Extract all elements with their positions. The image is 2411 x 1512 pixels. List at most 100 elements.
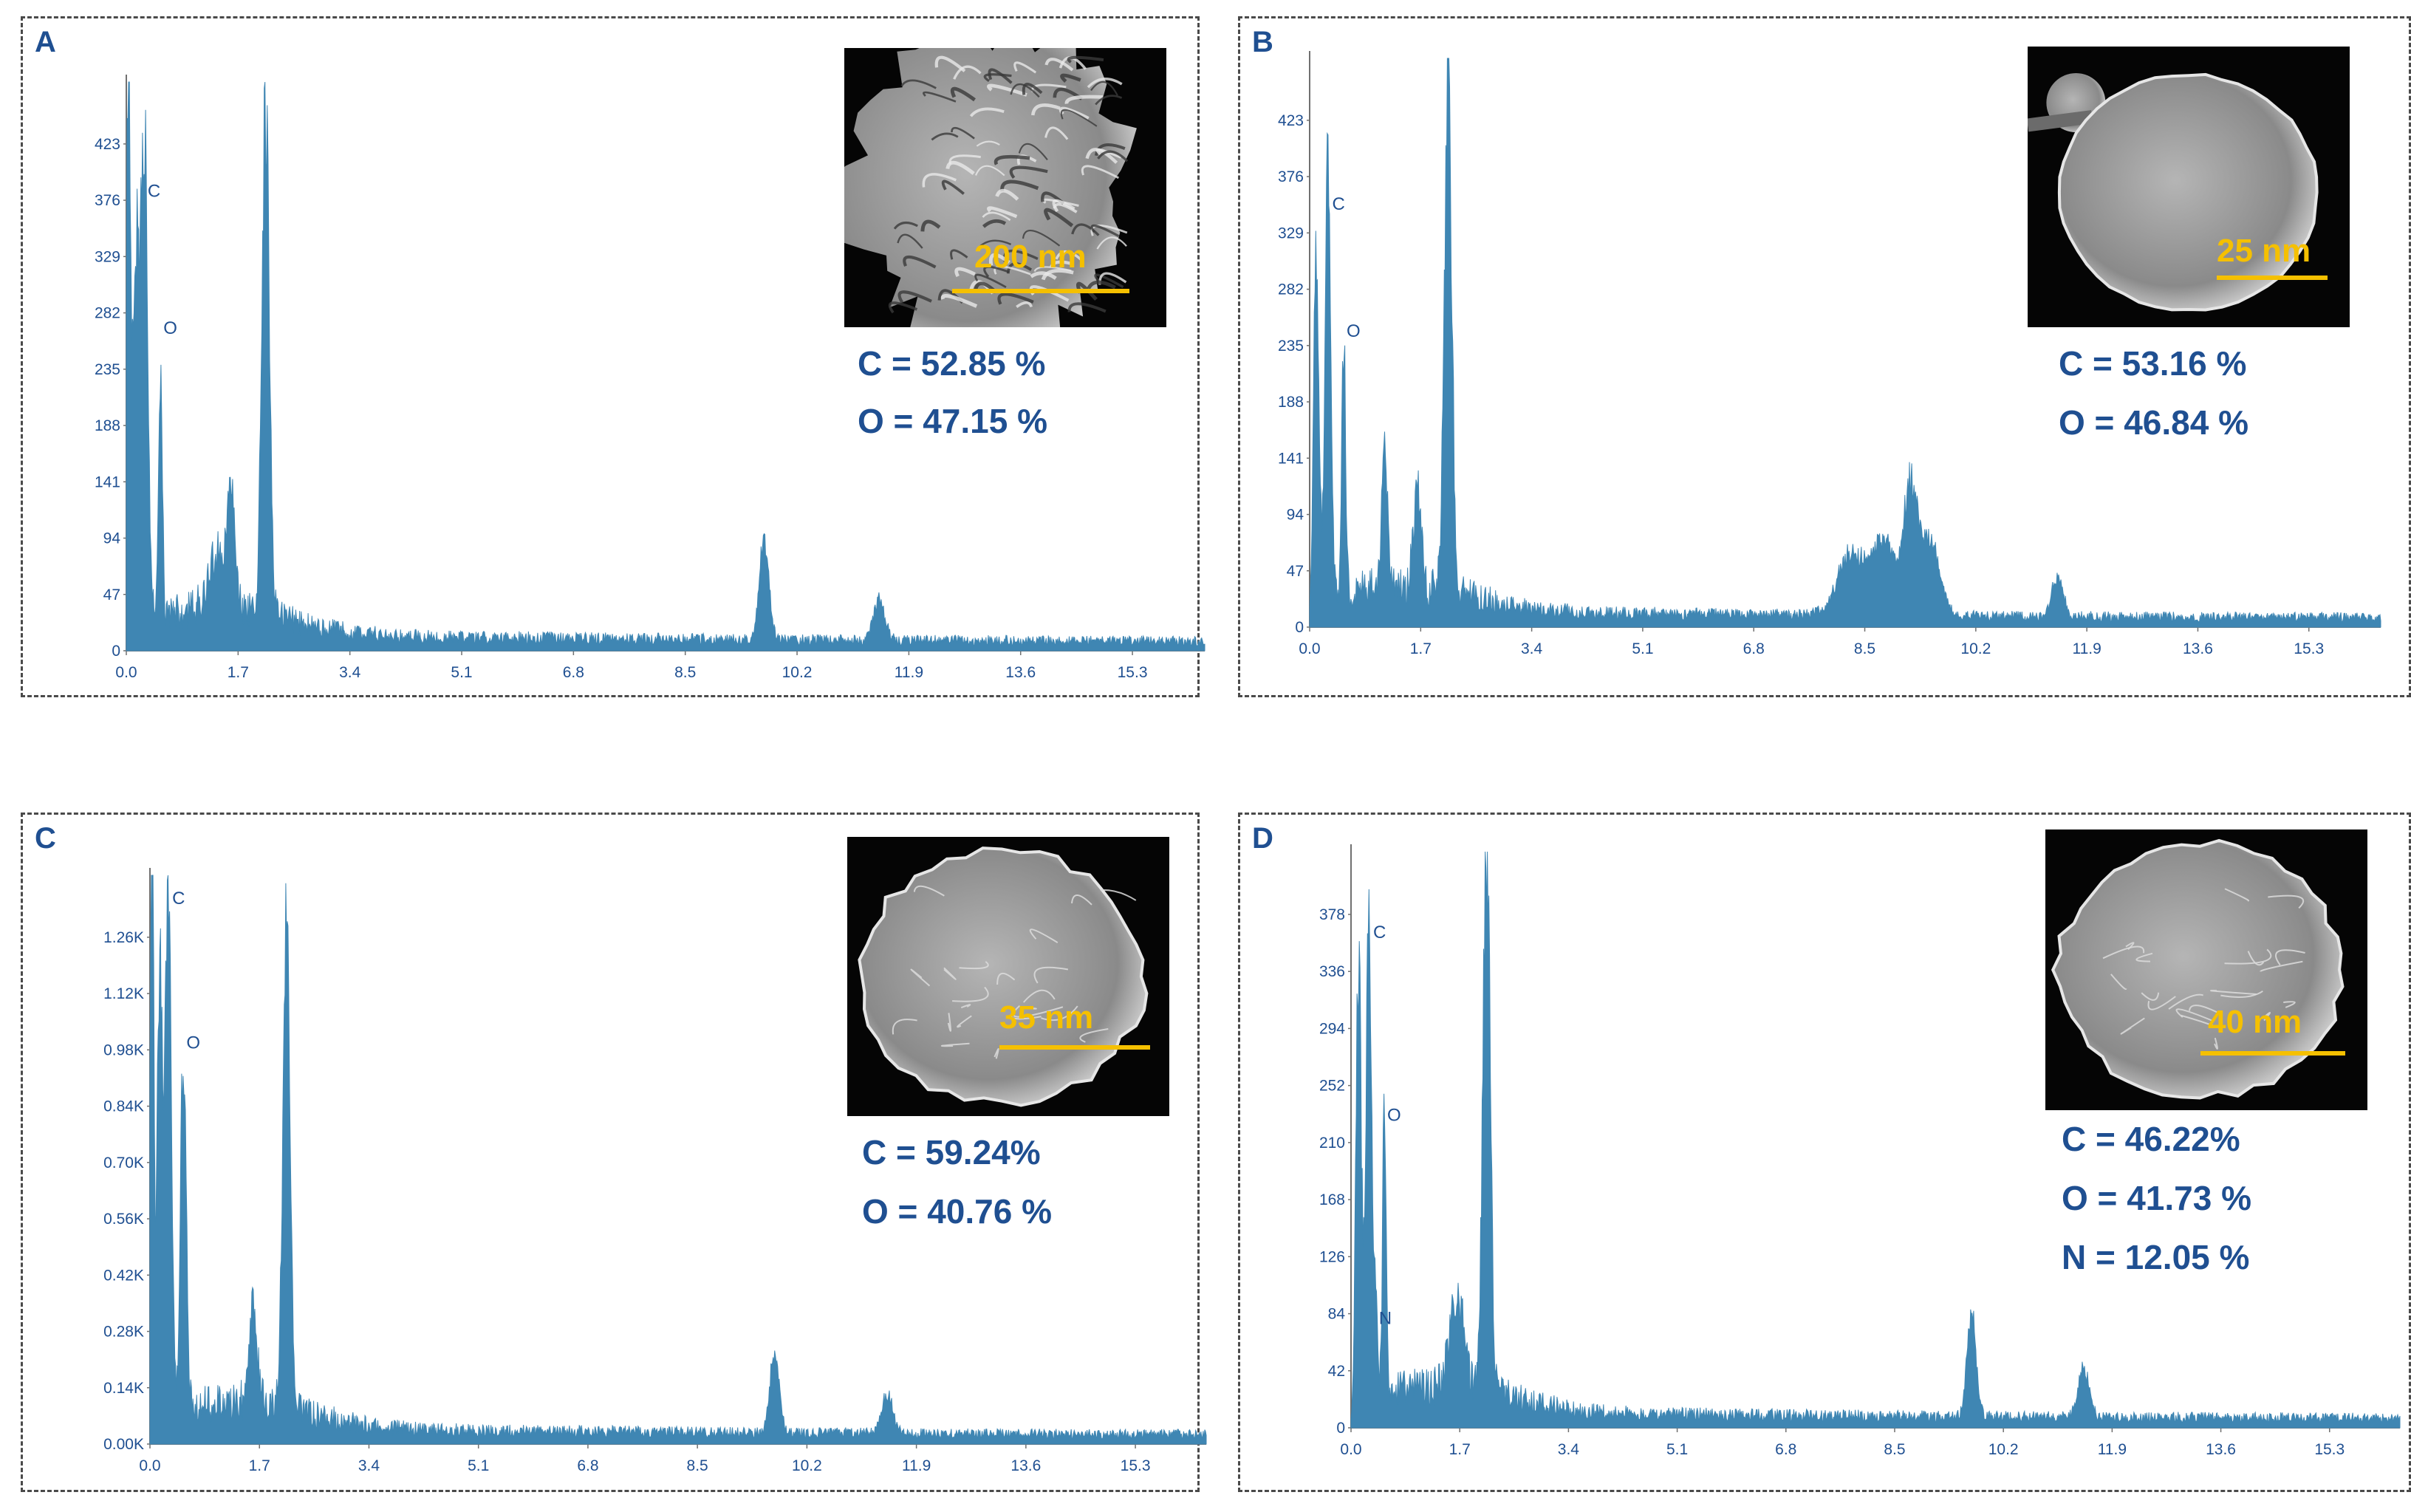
x-tick-label: 13.6 [1010,1457,1041,1474]
x-tick-label: 8.5 [674,664,696,681]
surface-texture [923,91,957,103]
surface-wrinkle [2224,948,2272,965]
surface-wrinkle [1022,989,1056,1003]
surface-wrinkle [2147,996,2176,1010]
surface-texture [1097,150,1129,163]
surface-texture [1095,143,1126,157]
surface-texture [1033,266,1072,273]
surface-texture [976,140,1000,147]
surface-wrinkle [2141,992,2160,1001]
y-tick-label: 0.00K [103,1436,144,1453]
surface-texture [954,267,976,278]
surface-texture [1090,81,1118,96]
surface-wrinkle [941,1042,970,1047]
element-label: O [1347,321,1361,341]
surface-wrinkle [2102,945,2145,959]
y-tick-label: 378 [1319,906,1345,923]
surface-wrinkle [952,986,989,1002]
y-tick-label: 94 [1287,507,1304,524]
element-label: O [163,318,177,338]
surface-texture [1067,302,1107,313]
sem-particle-image [2028,72,2319,312]
surface-wrinkle [1033,966,1069,984]
surface-texture [988,68,1013,84]
y-tick-label: 168 [1319,1191,1345,1208]
surface-texture [974,165,1005,177]
surface-wrinkle [910,968,931,987]
y-tick-label: 94 [103,530,121,547]
surface-texture [903,255,937,269]
surface-texture [1010,83,1040,98]
y-tick-label: 0.14K [103,1380,144,1397]
x-tick-label: 5.1 [468,1457,489,1474]
surface-wrinkle [2120,1017,2145,1035]
sem-particle-image [844,48,1137,327]
sem-inset: 40 nm [2045,829,2367,1110]
surface-texture [953,65,982,80]
surface-texture [1018,143,1048,161]
y-tick-label: 235 [1278,338,1304,355]
x-tick-label: 6.8 [563,664,584,681]
surface-texture [969,107,1005,117]
spectrum-area [1350,851,2401,1429]
surface-texture [1022,230,1061,247]
surface-wrinkle [1100,889,1137,901]
x-tick-label: 1.7 [1449,1441,1471,1458]
y-tick-label: 210 [1319,1135,1345,1152]
surface-texture [1009,165,1048,179]
x-tick-label: 13.6 [2206,1441,2236,1458]
x-tick-label: 5.1 [451,664,472,681]
x-tick-label: 6.8 [1743,640,1765,657]
element-label: C [172,889,185,909]
y-tick-label: 282 [1278,281,1304,298]
surface-texture [1096,236,1127,250]
particle-body [2051,838,2345,1100]
y-tick-label: 423 [1278,112,1304,129]
y-tick-label: 282 [95,305,120,322]
panel-label: C [35,822,56,855]
y-tick-label: 0.84K [103,1098,144,1115]
surface-texture [1030,103,1061,116]
x-tick-label: 8.5 [1884,1441,1905,1458]
x-tick-label: 15.3 [1118,664,1148,681]
surface-texture [1016,301,1033,308]
y-tick-label: 42 [1328,1363,1345,1380]
y-tick-label: 0.70K [103,1154,144,1171]
surface-wrinkle [1010,1011,1042,1020]
x-tick-label: 15.3 [1121,1457,1151,1474]
y-tick-label: 188 [1278,394,1304,411]
scale-bar [952,289,1129,293]
surface-texture [1030,271,1057,280]
surface-wrinkle [947,1013,952,1032]
surface-wrinkle [892,1019,917,1035]
composition-o: O = 46.84 % [2059,403,2248,442]
surface-wrinkle [1029,928,1059,943]
surface-texture [1060,73,1081,83]
x-tick-label: 10.2 [792,1457,822,1474]
x-tick-label: 5.1 [1632,640,1653,657]
composition-c: C = 52.85 % [858,344,1046,383]
y-tick-label: 329 [1278,225,1304,242]
surface-texture [974,273,1007,289]
x-tick-label: 0.0 [1340,1441,1361,1458]
composition-o: O = 41.73 % [2062,1179,2251,1217]
surface-texture [1064,95,1104,104]
panel-a: A 0 47 94 141 188 235 282 329 376 423 0.0 1.7 3.4 5.1… [21,16,1206,697]
composition-n: N = 12.05 % [2062,1238,2250,1276]
surface-wrinkle [957,1015,972,1028]
sem-particle-image [2051,838,2345,1100]
y-tick-label: 126 [1319,1248,1345,1265]
surface-texture [987,206,1018,219]
scale-bar [2200,1051,2345,1056]
x-tick-label: 11.9 [2098,1441,2127,1458]
surface-texture [1052,199,1075,213]
surface-wrinkle [2168,993,2203,1010]
sem-inset: 25 nm [2028,47,2350,327]
composition-o: O = 47.15 % [858,402,1047,440]
surface-texture [945,160,975,175]
surface-texture [994,265,1031,276]
surface-texture [950,86,976,102]
eds-spectrum: 0 42 84 126 168 210 252 294 336 378 0.0 1.7 3.4 5.1 6.… [1319,844,2401,1458]
y-tick-label: 329 [95,248,120,265]
y-tick-label: 294 [1319,1020,1345,1037]
